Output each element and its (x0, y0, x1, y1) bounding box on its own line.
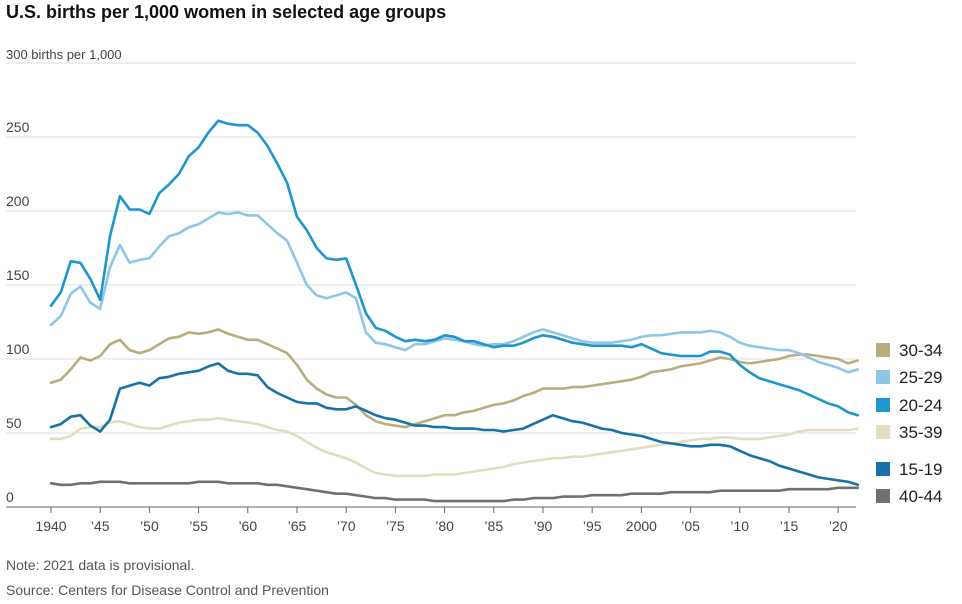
x-tick-1955: ’55 (189, 518, 208, 534)
x-tick-2005: ’05 (681, 518, 700, 534)
series-line-30-34 (49, 328, 860, 429)
y-tick-200: 200 (6, 193, 30, 209)
y-tick-100: 100 (6, 341, 30, 357)
series-lines (49, 119, 860, 503)
chart-title: U.S. births per 1,000 women in selected … (6, 2, 446, 22)
gridlines (6, 62, 856, 508)
series-line-25-29 (49, 211, 860, 374)
legend-swatch-20-24 (876, 398, 890, 412)
series-line-15-19 (49, 362, 860, 487)
x-tick-1970: ’70 (337, 518, 356, 534)
y-tick-labels: 0 50 100 150 200 250 (6, 119, 30, 505)
x-tick-1960: ’60 (238, 518, 257, 534)
x-tick-labels: 1940 ’45 ’50 ’55 ’60 ’65 ’70 ’75 ’80 ’85 ’90 ’95 200… (35, 507, 848, 534)
x-tick-1965: ’65 (288, 518, 307, 534)
y-axis-label: 300 births per 1,000 (6, 47, 122, 62)
x-tick-1995: ’95 (583, 518, 602, 534)
y-tick-150: 150 (6, 267, 30, 283)
legend-label-20-24: 20-24 (899, 396, 942, 415)
x-tick-1990: ’90 (534, 518, 553, 534)
series-line-20-24 (49, 119, 860, 417)
x-tick-1975: ’75 (386, 518, 405, 534)
legend-label-15-19: 15-19 (899, 460, 942, 479)
y-tick-250: 250 (6, 119, 30, 135)
legend-swatch-35-39 (876, 425, 890, 439)
source-text: Source: Centers for Disease Control and … (6, 582, 329, 598)
legend-label-35-39: 35-39 (899, 423, 942, 442)
legend-swatch-40-44 (876, 489, 890, 503)
x-tick-2000: 2000 (626, 518, 657, 534)
legend-swatch-15-19 (876, 462, 890, 476)
series-line-40-44 (49, 480, 860, 503)
x-tick-2020: ’20 (829, 518, 848, 534)
x-tick-1940: 1940 (35, 518, 66, 534)
legend-swatch-30-34 (876, 343, 890, 357)
x-tick-1950: ’50 (140, 518, 159, 534)
note-text: Note: 2021 data is provisional. (6, 557, 194, 573)
legend-label-40-44: 40-44 (899, 487, 942, 506)
x-tick-1945: ’45 (91, 518, 110, 534)
legend: 30-34 25-29 20-24 35-39 15-19 40-44 (876, 341, 942, 506)
y-tick-0: 0 (6, 489, 14, 505)
legend-label-30-34: 30-34 (899, 341, 942, 360)
legend-swatch-25-29 (876, 370, 890, 384)
series-line-35-39 (49, 416, 860, 478)
y-tick-50: 50 (6, 415, 22, 431)
legend-label-25-29: 25-29 (899, 368, 942, 387)
x-tick-1980: ’80 (435, 518, 454, 534)
x-tick-2010: ’10 (730, 518, 749, 534)
x-tick-2015: ’15 (780, 518, 799, 534)
x-tick-1985: ’85 (484, 518, 503, 534)
